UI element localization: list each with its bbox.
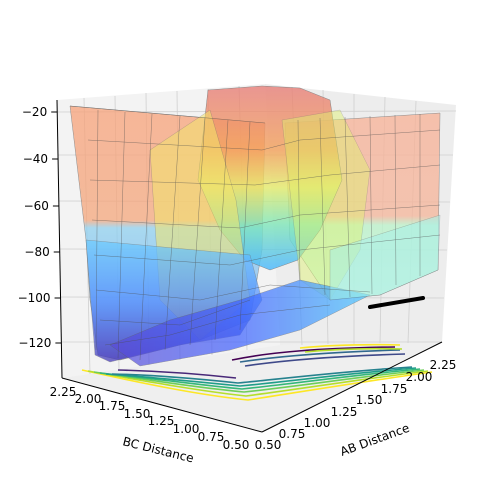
surface-mesh xyxy=(69,105,441,361)
y-tick-label: 1.50 xyxy=(124,407,151,421)
trajectory-points xyxy=(368,296,425,309)
z-tick-label: −80 xyxy=(24,245,49,259)
x-tick-label: 1.50 xyxy=(356,393,383,407)
contour-projection xyxy=(81,343,433,401)
y-tick-label: 2.25 xyxy=(50,385,77,399)
x-tick-label: 1.25 xyxy=(331,405,358,419)
y-tick-label: 0.75 xyxy=(198,430,225,444)
z-tick-label: −120 xyxy=(18,336,51,350)
z-tick-label: −20 xyxy=(22,105,47,119)
z-tick-group: −120 −100 −80 −60 −40 −20 xyxy=(18,105,62,350)
y-tick-label: 1.00 xyxy=(173,422,200,436)
x-tick-label: 0.50 xyxy=(255,438,282,452)
z-tick-label: −40 xyxy=(23,152,48,166)
x-tick-label: 2.25 xyxy=(430,358,457,372)
x-axis-label: AB Distance xyxy=(338,421,411,459)
y-axis-label: BC Distance xyxy=(121,434,195,465)
x-tick-label: 0.75 xyxy=(279,427,306,441)
y-tick-label: 0.50 xyxy=(223,438,250,452)
x-tick-label: 2.00 xyxy=(406,370,433,384)
x-tick-group: 0.500.751.001.251.501.752.002.25 xyxy=(255,358,457,452)
y-tick-group: 0.500.751.001.251.501.752.002.25 xyxy=(50,385,250,452)
z-tick-label: −60 xyxy=(24,199,49,213)
z-axis: −120 −100 −80 −60 −40 −20 xyxy=(18,99,63,379)
x-tick-label: 1.75 xyxy=(381,382,408,396)
z-tick-label: −100 xyxy=(18,291,51,305)
y-tick-label: 2.00 xyxy=(75,392,102,406)
x-tick-label: 1.00 xyxy=(304,416,331,430)
y-tick-label: 1.75 xyxy=(99,399,126,413)
y-tick-label: 1.25 xyxy=(148,414,175,428)
